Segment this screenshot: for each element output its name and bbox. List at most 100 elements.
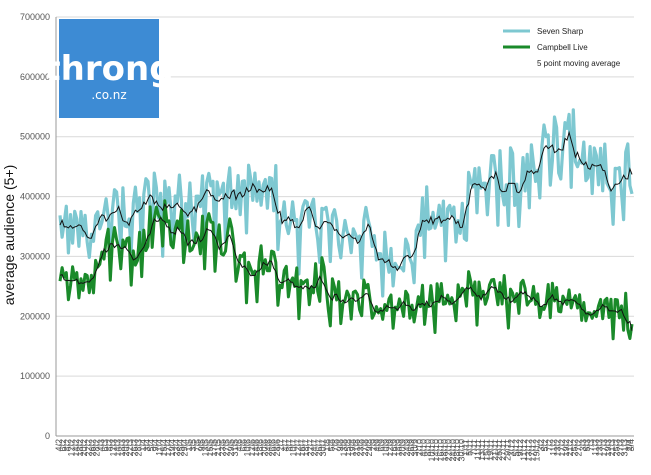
x-tick-label: 19/4 (167, 439, 177, 457)
x-tick-label: 3/12 (507, 439, 517, 457)
x-tick-label: 18/7 (301, 439, 311, 457)
x-tick-label: 11/12 (519, 439, 529, 461)
x-tick-label: 22/10 (444, 439, 454, 462)
x-tick-label: 7/5 (192, 439, 202, 452)
logo-domain-text: .co.nz (91, 88, 126, 102)
y-tick-label: 100000 (20, 371, 50, 381)
series-line-seven-sharp (58, 108, 634, 298)
x-tick-label: 11/11 (473, 439, 483, 460)
x-tick-label: 15/4 (159, 439, 169, 457)
x-tick-label: 20/2 (79, 439, 89, 457)
x-tick-label: 17/3 (599, 439, 609, 457)
x-tick-label: 23/8 (356, 439, 366, 457)
x-tick-label: 4/7 (280, 439, 290, 452)
x-tick-label: 15/11 (481, 439, 491, 461)
x-tick-label: 15/5 (205, 439, 215, 457)
x-tick-label: 29/11 (502, 439, 512, 461)
x-tick-label: 7/2 (544, 439, 554, 452)
x-tick-label: 12/7 (293, 439, 303, 457)
x-tick-label: 7/3 (586, 439, 596, 452)
x-tick-label: 3/4 (142, 439, 152, 452)
series-lines (58, 108, 634, 341)
x-tick-label: 13/11 (477, 439, 487, 461)
x-tick-label: 9/8 (335, 439, 345, 452)
x-tick-label: 28/2 (92, 439, 102, 457)
x-tick-label: 5/2 (540, 439, 550, 452)
x-tick-label: 17/2 (557, 439, 567, 457)
x-tick-label: 14/3 (113, 439, 123, 457)
x-tick-label: 25/2 (569, 439, 579, 457)
x-tick-label: 1/4 (138, 439, 148, 452)
x-tick-label: 12/9 (385, 439, 395, 457)
x-tick-label: 24/7 (310, 439, 320, 457)
x-tick-label: 17/12 (528, 439, 538, 462)
y-axis: 0 100000 200000 300000 400000 500000 600000 700… (20, 12, 57, 441)
x-tick-label: 27/8 (360, 439, 370, 457)
x-tick-label: 18/6 (255, 439, 265, 457)
x-tick-label: 21/11 (490, 439, 500, 461)
logo-brand-text: throng (44, 49, 173, 89)
y-axis-label: average audience (5+) (1, 165, 17, 306)
x-tick-label: 16/7 (297, 439, 307, 457)
x-tick-label: 21/2 (565, 439, 575, 457)
x-tick-label: 9/5 (196, 439, 206, 452)
x-tick-label: 3/2 (536, 439, 546, 452)
x-tick-label: 27/11 (498, 439, 508, 461)
x-tick-label: 26/2 (88, 439, 98, 457)
x-tick-label: 16/10 (435, 439, 445, 462)
x-tick-label: 17/5 (209, 439, 219, 457)
x-tick-label: 22/7 (305, 439, 315, 457)
x-tick-label: 5/8 (326, 439, 336, 452)
x-tick-label: 30/10 (456, 439, 466, 462)
x-tick-label: 27/2 (574, 439, 584, 457)
x-tick-label: 10/9 (381, 439, 391, 457)
x-tick-label: 10/6 (243, 439, 253, 457)
y-tick-label: 400000 (20, 192, 50, 202)
x-tick-label: 2/4 (624, 439, 634, 452)
x-tick-label: 18/9 (393, 439, 403, 457)
x-tick-label: 6/6 (238, 439, 248, 452)
x-tick-label: 29/8 (364, 439, 374, 457)
x-tick-label: 9/12 (515, 439, 525, 457)
x-tick-label: 4/2 (54, 439, 64, 452)
x-tick-label: 6/3 (100, 439, 110, 452)
x-tick-label: 8/2 (62, 439, 72, 452)
x-tick-label: 17/4 (163, 439, 173, 457)
x-tick-label: 8/7 (284, 439, 294, 452)
x-tick-label: 28/10 (452, 439, 462, 462)
series-line-campbell-live (58, 199, 634, 341)
x-tick-label: 2/10 (414, 439, 424, 457)
x-tick-label: 19/2 (561, 439, 571, 457)
x-tick-label: 25/4 (176, 439, 186, 457)
x-tick-label: 12/3 (108, 439, 118, 457)
x-tick-label: 12/6 (247, 439, 257, 457)
x-tick-label: 2/7 (276, 439, 286, 452)
x-tick-label: 13/8 (339, 439, 349, 457)
x-tick-label: 27/3 (616, 439, 626, 457)
x-tick-label: 29/5 (226, 439, 236, 457)
x-tick-label: 4/10 (419, 439, 429, 457)
x-tick-label: 26/9 (406, 439, 416, 457)
x-tick-label: 7/8 (331, 439, 341, 452)
moving-average-line-seven-sharp (59, 130, 633, 272)
x-tick-label: 2/9 (368, 439, 378, 452)
x-tick-label: 16/9 (389, 439, 399, 457)
x-tick-label: 5/12 (511, 439, 521, 457)
x-tick-label: 30/7 (318, 439, 328, 457)
x-tick-label: 30/9 (410, 439, 420, 457)
x-tick-label: 8/10 (423, 439, 433, 457)
x-tick-label: 5/3 (582, 439, 592, 452)
throng-logo: throng .co.nz (44, 19, 174, 118)
x-tick-label: 20/3 (121, 439, 131, 457)
x-tick-label: 21/8 (352, 439, 362, 457)
x-tick-label: 20/9 (398, 439, 408, 457)
x-tick-label: 14/2 (71, 439, 81, 457)
x-tick-label: 11/4 (155, 439, 165, 456)
legend-label-moving-average: 5 point moving average (537, 59, 621, 68)
x-tick-label-last: 3/4 (626, 439, 636, 452)
x-tick-label: 26/3 (129, 439, 139, 457)
x-tick-label: 8/3 (104, 439, 114, 452)
x-tick-label: 18/2 (75, 439, 85, 457)
x-tick-label: 23/4 (171, 439, 181, 457)
